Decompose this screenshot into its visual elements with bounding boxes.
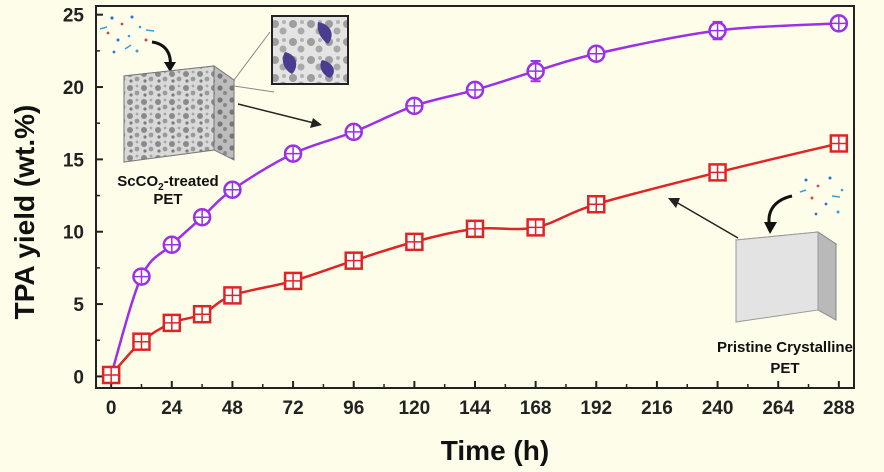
x-tick-label: 216 (641, 398, 673, 419)
series-2 (101, 134, 849, 385)
scco2-label-line2: PET (153, 191, 182, 208)
molecule-dots-icon-2 (799, 176, 844, 216)
molecule-dots-icon (99, 15, 155, 54)
y-tick-label: 25 (63, 6, 85, 27)
x-tick-label: 72 (283, 398, 304, 419)
data-point (162, 313, 182, 333)
data-point (162, 235, 182, 254)
x-tick-label: 192 (580, 398, 612, 419)
plot-frame (95, 5, 855, 389)
pristine-pet-inset: Pristine Crystalline PET (668, 176, 853, 377)
pristine-label-line2: PET (770, 360, 799, 377)
y-tick-label: 0 (73, 367, 84, 388)
data-point (223, 180, 242, 200)
data-point (465, 219, 485, 239)
data-point (405, 232, 424, 252)
x-tick-label: 144 (459, 398, 491, 419)
y-tick-label: 10 (63, 223, 84, 244)
data-point (708, 163, 727, 182)
pristine-label: Pristine Crystalline (717, 339, 853, 356)
data-point (101, 365, 121, 385)
data-point (829, 14, 849, 33)
data-point (526, 59, 545, 83)
data-point (344, 122, 363, 142)
data-point (587, 44, 606, 63)
data-point (132, 267, 151, 286)
data-point (587, 194, 606, 214)
x-tick-label: 0 (106, 398, 117, 419)
y-axis-title: TPA yield (wt.%) (9, 105, 40, 320)
series-layer (101, 14, 849, 385)
data-point (283, 271, 303, 291)
data-point (708, 20, 727, 41)
data-point (405, 96, 424, 116)
foam-block-icon (122, 65, 236, 163)
pore-zoom-icon (271, 15, 349, 85)
data-point (465, 80, 485, 100)
y-tick-label: 15 (63, 150, 85, 171)
x-tick-label: 264 (762, 398, 794, 419)
data-point (223, 286, 242, 305)
data-point (283, 144, 303, 163)
y-tick-label: 20 (63, 78, 84, 99)
axes: 0 24 48 72 96 120 144 168 192 216 240 264 288 0 5 10 15 2… (63, 6, 855, 419)
data-point (344, 251, 363, 270)
x-tick-label: 48 (222, 398, 243, 419)
x-axis-title: Time (h) (441, 435, 549, 466)
y-tick-label: 5 (73, 295, 84, 316)
x-tick-label: 240 (702, 398, 734, 419)
x-tick-label: 168 (520, 398, 552, 419)
plot-area: 0 24 48 72 96 120 144 168 192 216 240 264 288 0 5 10 15 2… (63, 5, 855, 419)
data-point (829, 134, 849, 153)
data-point (192, 208, 212, 227)
data-point (526, 218, 545, 237)
scco2-label: ScCO2-treated (117, 173, 218, 193)
x-tick-label: 288 (823, 398, 855, 419)
x-tick-label: 24 (161, 398, 183, 419)
x-tick-label: 120 (399, 398, 431, 419)
x-tick-label: 96 (343, 398, 364, 419)
data-point (192, 304, 212, 324)
crystalline-block-icon (734, 231, 838, 323)
data-point (132, 332, 151, 351)
scco2-pet-inset: ScCO2-treated PET (99, 15, 349, 208)
